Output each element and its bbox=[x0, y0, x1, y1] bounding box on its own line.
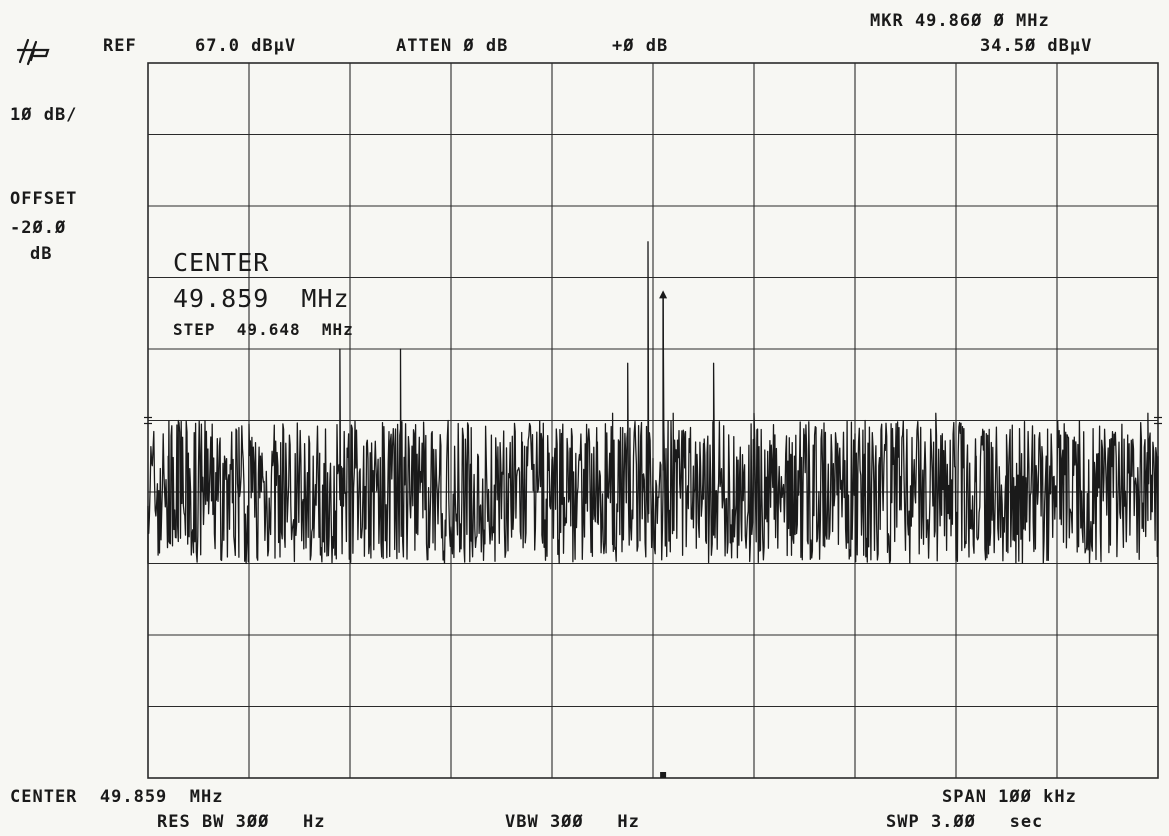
center-annotation-value: 49.859 MHz bbox=[173, 284, 350, 313]
trace bbox=[147, 241, 1159, 778]
trace-line bbox=[147, 241, 1159, 565]
resolution-bandwidth: RES BW 3ØØ Hz bbox=[157, 812, 326, 832]
external-gain: +Ø dB bbox=[612, 36, 669, 56]
hp-logo bbox=[16, 38, 50, 66]
marker-level: 34.5Ø dBµV bbox=[980, 36, 1093, 56]
ref-level: 67.0 dBµV bbox=[195, 36, 297, 56]
marker-frequency: MKR 49.86Ø Ø MHz bbox=[870, 11, 1050, 31]
offset-unit: dB bbox=[30, 244, 53, 264]
offset-value: -2Ø.Ø bbox=[10, 218, 67, 238]
step-annotation: STEP 49.648 MHz bbox=[173, 320, 354, 339]
ref-label: REF bbox=[103, 36, 137, 56]
graticule bbox=[144, 62, 1162, 779]
offset-label: OFFSET bbox=[10, 189, 78, 209]
marker-bottom-tick bbox=[660, 772, 667, 778]
center-annotation-label: CENTER bbox=[173, 248, 270, 277]
span: SPAN 1ØØ kHz bbox=[942, 787, 1077, 807]
sweep-time: SWP 3.ØØ sec bbox=[886, 812, 1044, 832]
attenuation: ATTEN Ø dB bbox=[396, 36, 509, 56]
video-bandwidth: VBW 3ØØ Hz bbox=[505, 812, 640, 832]
marker-symbol bbox=[659, 290, 668, 299]
scale-per-division: 1Ø dB/ bbox=[10, 105, 78, 125]
center-frequency: CENTER 49.859 MHz bbox=[10, 787, 224, 807]
